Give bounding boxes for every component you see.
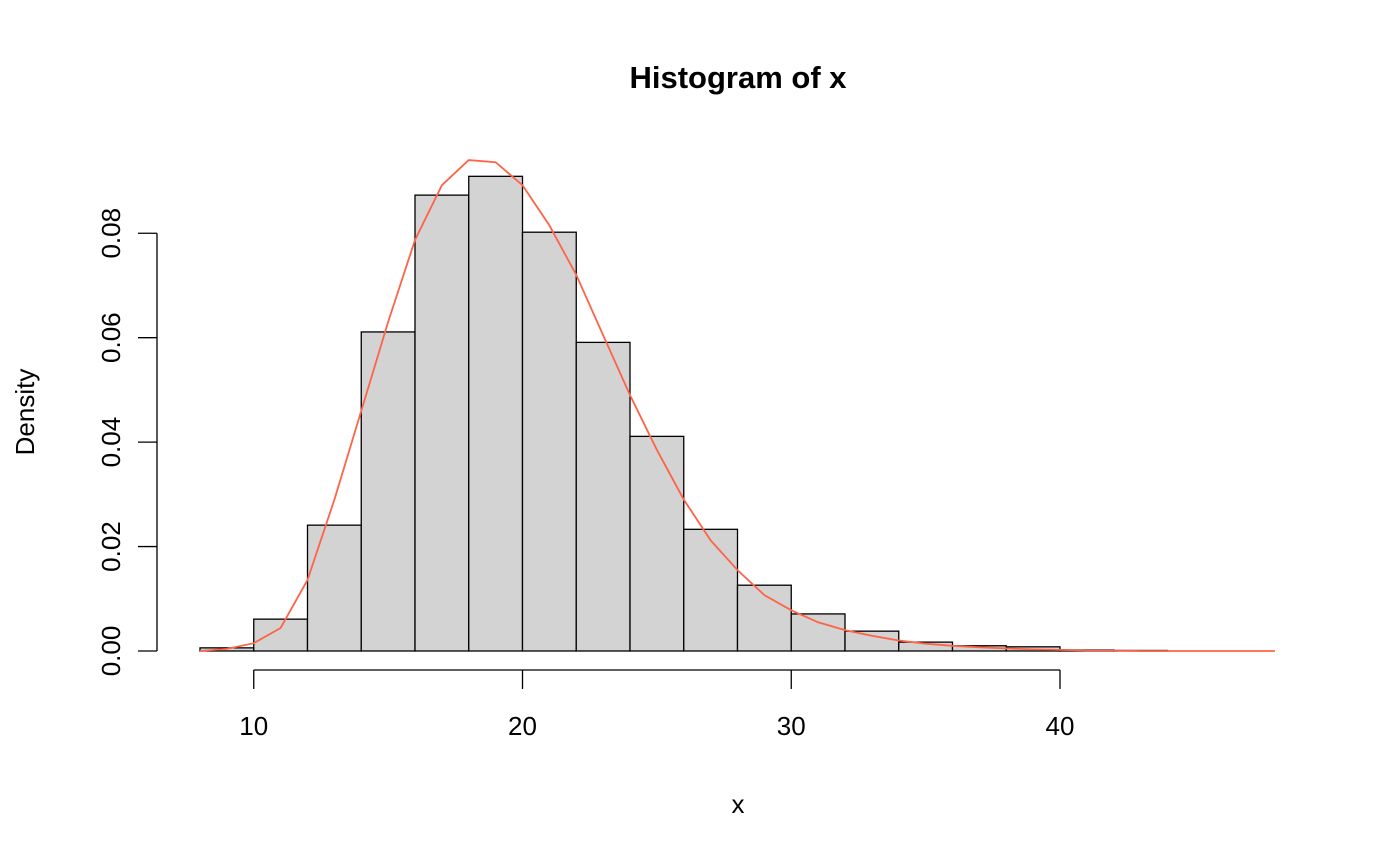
bar bbox=[414, 194, 470, 652]
x-tick-label: 10 bbox=[239, 711, 268, 741]
y-tick-label: 0.04 bbox=[96, 417, 126, 468]
bar bbox=[844, 630, 900, 652]
bar bbox=[575, 341, 631, 652]
chart-title: Histogram of x bbox=[629, 60, 847, 95]
bar bbox=[629, 435, 685, 652]
bar bbox=[360, 331, 416, 652]
y-tick-label: 0.00 bbox=[96, 626, 126, 677]
y-tick-label: 0.02 bbox=[96, 521, 126, 572]
bar bbox=[683, 528, 739, 652]
bar bbox=[736, 584, 792, 652]
y-axis-label: Density bbox=[10, 369, 40, 456]
bar bbox=[306, 524, 362, 652]
density-curve bbox=[199, 159, 1275, 652]
x-axis-label: x bbox=[732, 789, 745, 819]
bar bbox=[468, 175, 524, 652]
y-tick-label: 0.06 bbox=[96, 312, 126, 363]
bar bbox=[790, 613, 846, 652]
bar bbox=[253, 618, 309, 652]
y-tick-label: 0.08 bbox=[96, 208, 126, 259]
x-tick-label: 30 bbox=[777, 711, 806, 741]
x-tick-label: 40 bbox=[1046, 711, 1075, 741]
bar bbox=[521, 231, 577, 652]
x-tick-label: 20 bbox=[508, 711, 537, 741]
